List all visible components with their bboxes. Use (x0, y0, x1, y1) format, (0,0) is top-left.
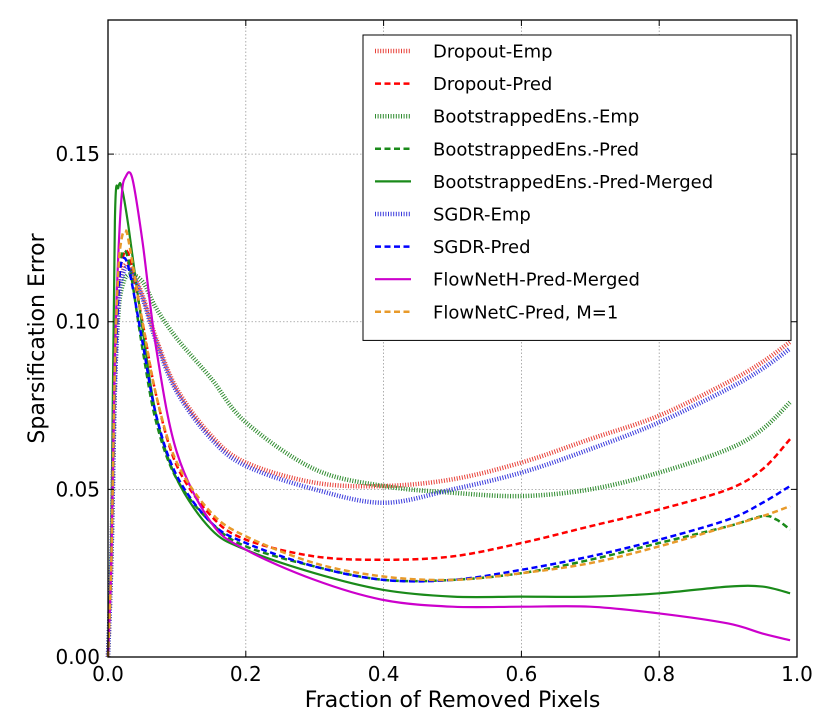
legend-label-sgdr-emp: SGDR-Emp (433, 205, 531, 226)
legend-label-sgdr-pred: SGDR-Pred (433, 237, 531, 258)
legend-label-dropout-pred: Dropout-Pred (433, 74, 552, 95)
series-line-flownetc-pred-m-1 (106, 229, 791, 658)
axis-ticks: 0.0 0.2 0.4 0.6 0.8 1.0 0.00 0.05 0.10 0.15 (55, 20, 813, 686)
x-axis-label: Fraction of Removed Pixels (305, 688, 601, 713)
series-line-bootstrappedens-emp (105, 272, 792, 658)
y-tick-label: 0.05 (55, 477, 100, 501)
legend-label-bootstrappedens-emp: BootstrappedEns.-Emp (433, 107, 639, 128)
legend-label-dropout-emp: Dropout-Emp (433, 42, 553, 63)
series-lines (105, 171, 792, 658)
legend-box (362, 34, 792, 341)
legend-label-bootstrappedens-pred-merged: BootstrappedEns.-Pred-Merged (433, 172, 713, 193)
legend-label-flowneth-pred-merged: FlowNetH-Pred-Merged (433, 270, 640, 291)
x-tick-label: 0.4 (368, 662, 400, 686)
legend-label-bootstrappedens-pred: BootstrappedEns.-Pred (433, 139, 639, 160)
series-line-bootstrappedens-pred-merged (106, 181, 791, 658)
x-tick-label: 0.6 (505, 662, 537, 686)
x-tick-label: 0.2 (230, 662, 262, 686)
legend-label-flownetc-pred-m-1: FlowNetC-Pred, M=1 (433, 302, 618, 323)
y-tick-label: 0.15 (55, 142, 100, 166)
y-tick-label: 0.10 (55, 310, 100, 334)
y-tick-label: 0.00 (55, 645, 100, 669)
x-tick-label: 0.0 (92, 662, 124, 686)
plot-frame (107, 19, 798, 658)
y-axis-label: Sparsification Error (25, 232, 50, 443)
legend: Dropout-Emp Dropout-Pred BootstrappedEns.-… (362, 34, 792, 341)
series-line-dropout-pred (106, 249, 792, 658)
x-tick-label: 1.0 (781, 662, 813, 686)
x-tick-label: 0.8 (643, 662, 675, 686)
series-line-sgdr-emp (105, 265, 792, 658)
